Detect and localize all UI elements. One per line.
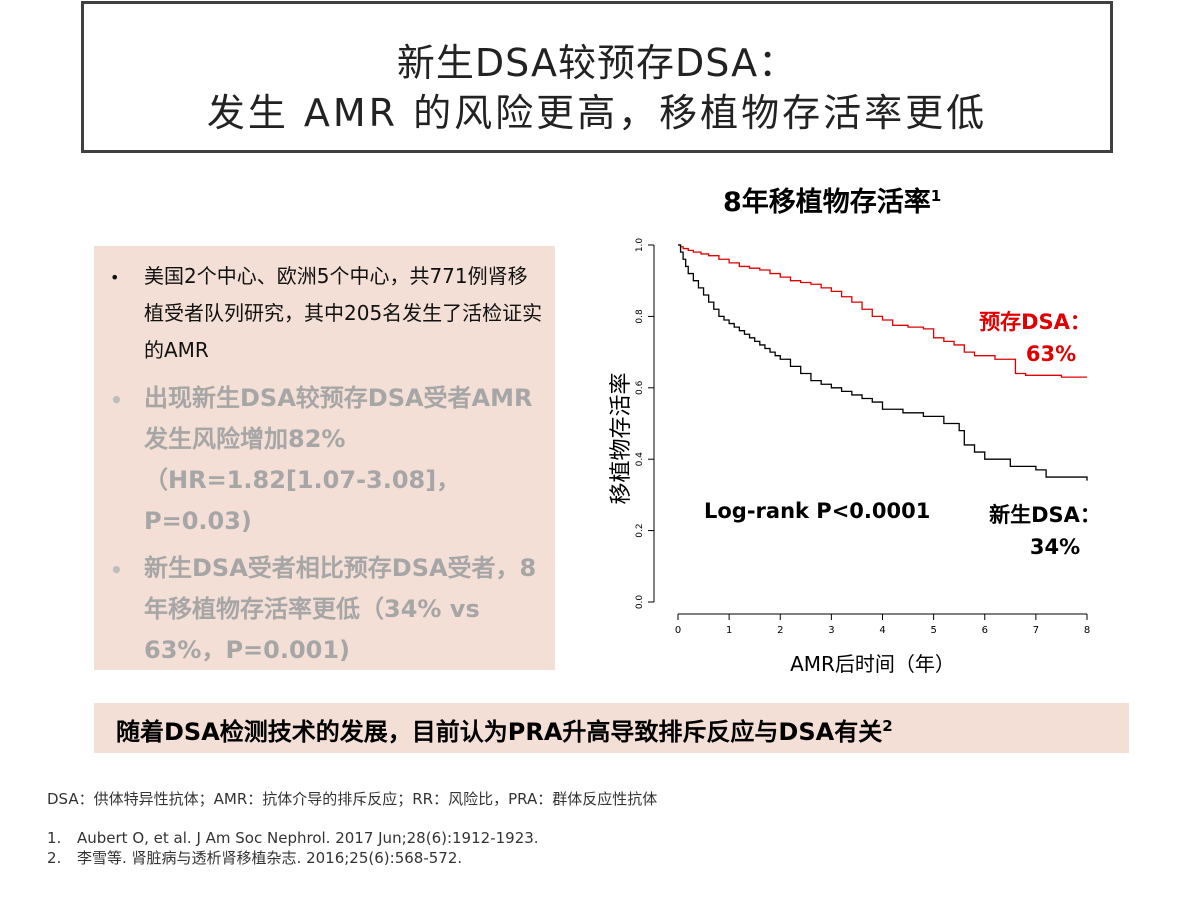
- conclusion-text: 随着DSA检测技术的发展，目前认为PRA升高导致排斥反应与DSA有关2: [116, 712, 893, 747]
- series-line-preexisting-dsa: [678, 244, 1087, 378]
- x-tick-label: 6: [982, 625, 988, 636]
- y-tick-label: 0.0: [635, 595, 645, 610]
- references-list: 1. Aubert O, et al. J Am Soc Nephrol. 201…: [47, 828, 539, 868]
- y-tick-label: 0.8: [635, 309, 645, 324]
- x-tick-label: 8: [1084, 625, 1090, 636]
- series-end-value-label: 34%: [1030, 535, 1080, 559]
- abbreviations-note: DSA：供体特异性抗体；AMR：抗体介导的排斥反应；RR：风险比，PRA：群体反…: [47, 790, 658, 808]
- reference-item: 1. Aubert O, et al. J Am Soc Nephrol. 201…: [47, 828, 539, 848]
- bullet-marker: •: [110, 268, 120, 287]
- slide-title-box: 新生DSA较预存DSA： 发生 AMR 的风险更高，移植物存活率更低: [81, 1, 1113, 153]
- reference-item: 2. 李雪等. 肾脏病与透析肾移植杂志. 2016;25(6):568-572.: [47, 848, 539, 868]
- y-tick-label: 1.0: [635, 238, 645, 253]
- reference-text: Aubert O, et al. J Am Soc Nephrol. 2017 …: [77, 829, 539, 847]
- series-end-value-label: 63%: [1026, 342, 1076, 366]
- bullet-text: 出现新生DSA较预存DSA受者AMR发生风险增加82%（HR=1.82[1.07…: [144, 384, 533, 535]
- x-tick-label: 4: [879, 625, 885, 636]
- conclusion-banner: 随着DSA检测技术的发展，目前认为PRA升高导致排斥反应与DSA有关2: [94, 703, 1129, 753]
- slide-title-line2: 发生 AMR 的风险更高，移植物存活率更低: [206, 91, 988, 135]
- chart-series: [678, 244, 1088, 481]
- y-axis-label: 移植物存活率: [609, 372, 634, 504]
- survival-chart: 0.0 0.2 0.4 0.6 0.8 1.0 0 1 2 3 4 5 6 7 8 AMR后时间（年） 移植物存…: [609, 238, 1101, 676]
- conclusion-text-body: 随着DSA检测技术的发展，目前认为PRA升高导致排斥反应与DSA有关: [116, 718, 883, 746]
- chart-title: 8年移植物存活率1: [723, 180, 941, 219]
- reference-text: 李雪等. 肾脏病与透析肾移植杂志. 2016;25(6):568-572.: [77, 849, 463, 867]
- x-axis-label: AMR后时间（年）: [790, 652, 955, 676]
- slide-title-line1: 新生DSA较预存DSA：: [396, 41, 798, 85]
- reference-number: 1.: [47, 829, 62, 847]
- x-tick-label: 2: [777, 625, 783, 636]
- reference-number: 2.: [47, 849, 62, 867]
- y-tick-label: 0.6: [635, 380, 645, 395]
- summary-panel: • 美国2个中心、欧洲5个中心，共771例肾移植受者队列研究，其中205名发生了…: [94, 246, 555, 670]
- series-name-label: 预存DSA：: [979, 310, 1091, 334]
- x-tick-label: 0: [675, 625, 681, 636]
- x-tick-label: 5: [930, 625, 936, 636]
- bullet-text: 新生DSA受者相比预存DSA受者，8年移植物存活率更低（34% vs 63%，P…: [144, 554, 537, 664]
- chart-labels: 预存DSA： 63% 新生DSA： 34% Log-rank P<0.0001: [704, 310, 1101, 559]
- series-line-de-novo-dsa: [678, 244, 1088, 481]
- conclusion-ref: 2: [882, 717, 893, 735]
- bullet-text: 美国2个中心、欧洲5个中心，共771例肾移植受者队列研究，其中205名发生了活检…: [144, 264, 543, 362]
- chart-title-ref: 1: [930, 187, 942, 205]
- series-name-label: 新生DSA：: [989, 503, 1101, 527]
- bullet-marker: •: [110, 558, 123, 582]
- y-tick-label: 0.4: [635, 452, 645, 467]
- bullet-marker: •: [110, 388, 123, 412]
- x-tick-label: 3: [828, 625, 834, 636]
- y-tick-label: 0.2: [635, 523, 645, 537]
- chart-axes: 0.0 0.2 0.4 0.6 0.8 1.0 0 1 2 3 4 5 6 7 8 AMR后时间（年） 移植物存…: [609, 238, 1090, 676]
- logrank-annotation: Log-rank P<0.0001: [704, 499, 930, 523]
- x-tick-label: 1: [726, 625, 732, 636]
- x-tick-label: 7: [1033, 625, 1039, 636]
- chart-title-text: 8年移植物存活率: [723, 187, 931, 218]
